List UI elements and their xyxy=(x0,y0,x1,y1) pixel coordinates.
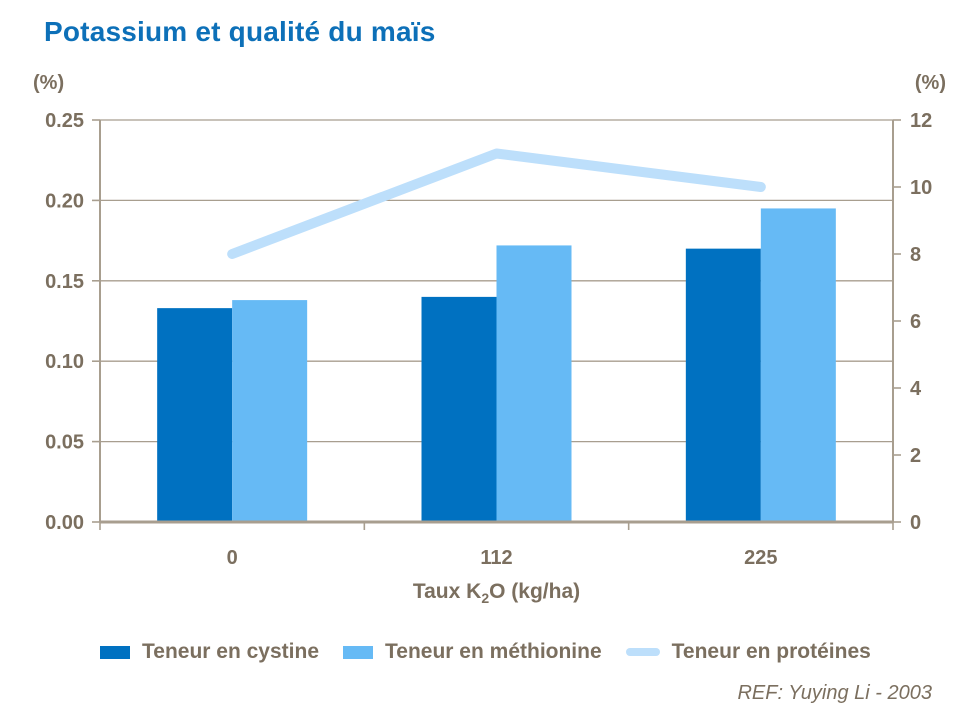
legend: Teneur en cystine Teneur en méthionine T… xyxy=(100,640,871,664)
right-axis-tick-label: 0 xyxy=(910,512,921,534)
cystine-swatch-icon xyxy=(100,645,130,659)
methionine-swatch-icon xyxy=(343,645,374,659)
left-axis-unit-label: (%) xyxy=(33,72,65,94)
bar-cystine-225 xyxy=(685,248,761,522)
right-axis-tick-label: 4 xyxy=(910,378,922,400)
x-axis-title-prefix: Taux K xyxy=(412,580,482,603)
legend-item-cystine: Teneur en cystine xyxy=(100,640,319,664)
legend-item-methionine: Teneur en méthionine xyxy=(343,640,602,664)
left-axis-tick-label: 0.25 xyxy=(45,110,84,132)
bar-cystine-0 xyxy=(157,308,233,522)
bar-cystine-112 xyxy=(421,296,497,522)
bar-methionine-0 xyxy=(232,300,308,522)
line-proteines xyxy=(227,148,766,259)
left-axis-tick-label: 0.20 xyxy=(45,190,84,212)
reference-text: REF: Yuying Li - 2003 xyxy=(737,682,932,704)
x-category-label: 112 xyxy=(480,547,512,569)
right-axis-tick-label: 8 xyxy=(910,244,921,266)
x-axis-title: Taux K2O (kg/ha) xyxy=(100,580,893,606)
legend-label-methionine: Teneur en méthionine xyxy=(385,640,602,663)
chart-title: Potassium et qualité du maïs xyxy=(44,16,436,47)
right-axis-tick-label: 6 xyxy=(910,311,921,333)
legend-label-cystine: Teneur en cystine xyxy=(142,640,320,663)
right-axis-unit-label: (%) xyxy=(914,72,946,94)
right-axis-tick-label: 12 xyxy=(910,110,932,132)
left-axis-tick-label: 0.00 xyxy=(45,512,84,534)
left-axis-tick-label: 0.05 xyxy=(45,432,84,454)
legend-label-proteines: Teneur en protéines xyxy=(671,640,871,663)
bar-methionine-225 xyxy=(760,208,836,522)
x-axis-title-subscript: 2 xyxy=(481,590,490,607)
proteines-line-swatch-icon xyxy=(625,648,660,656)
left-axis-tick-label: 0.15 xyxy=(45,271,84,293)
x-category-label: 225 xyxy=(744,547,777,569)
legend-item-proteines: Teneur en protéines xyxy=(625,640,871,664)
bar-methionine-112 xyxy=(496,245,572,522)
x-axis-title-suffix: O (kg/ha) xyxy=(489,580,581,603)
right-axis-tick-label: 2 xyxy=(910,445,921,467)
right-axis-tick-label: 10 xyxy=(910,177,932,199)
x-category-label: 0 xyxy=(227,547,238,569)
left-axis-tick-label: 0.10 xyxy=(45,351,84,373)
